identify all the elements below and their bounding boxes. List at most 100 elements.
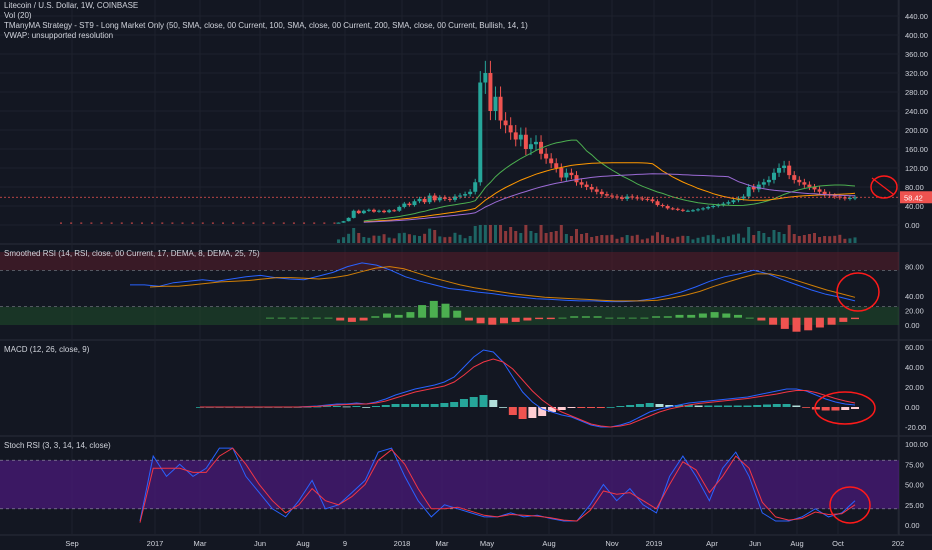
macd-histogram-bar <box>665 405 674 407</box>
volume-bar <box>630 235 634 243</box>
x-tick-label: Aug <box>296 539 309 548</box>
annotation-circle <box>814 391 876 425</box>
macd-histogram-bar <box>792 405 801 407</box>
rsi-histogram-bar <box>394 314 403 318</box>
volume-bar <box>625 235 629 243</box>
last-price-label: 58.42 <box>904 193 923 202</box>
candle-body <box>361 210 366 214</box>
volume-bar <box>519 233 523 243</box>
candle-body <box>701 208 706 210</box>
rsi-histogram-bar <box>336 317 345 321</box>
macd-histogram-bar <box>547 407 556 412</box>
volume-bar <box>818 237 822 243</box>
volume-bar <box>504 231 508 243</box>
volume-bar <box>610 234 614 243</box>
volume-bar <box>397 233 401 243</box>
stoch-axis-label: 50.00 <box>905 481 924 490</box>
candle-body <box>468 191 473 195</box>
rsi-histogram-bar <box>593 316 602 318</box>
macd-histogram-bar <box>538 407 547 416</box>
candle-body <box>741 196 746 199</box>
rsi-histogram-bar <box>289 317 298 319</box>
candle-body <box>640 198 645 200</box>
macd-histogram-bar <box>528 407 537 418</box>
candle-body <box>346 217 351 222</box>
candle-body <box>533 141 538 145</box>
candle-body <box>721 203 726 206</box>
rsi-histogram-bar <box>780 317 789 329</box>
rsi-histogram-bar <box>523 317 532 321</box>
candle-body <box>853 197 857 199</box>
candle-body <box>660 205 665 207</box>
candle-body <box>579 182 584 185</box>
rsi-histogram-bar <box>476 317 485 324</box>
rsi-histogram-bar <box>827 317 836 325</box>
candle-body <box>341 221 346 223</box>
macd-histogram-bar <box>635 404 644 407</box>
candle-body <box>336 222 341 224</box>
volume-bar <box>453 232 457 243</box>
rsi-histogram-bar <box>371 316 380 318</box>
rsi-histogram-bar <box>839 317 848 322</box>
x-tick-label: Jun <box>749 539 761 548</box>
price-axis-label: 280.00 <box>905 88 928 97</box>
candle-body <box>452 196 457 200</box>
volume-bar <box>686 236 690 243</box>
volume-bar <box>433 230 437 243</box>
candle-body <box>574 175 579 183</box>
rsi-axis-label: 0.00 <box>905 321 920 330</box>
macd-histogram-bar <box>411 404 420 407</box>
x-tick-label: Oct <box>832 539 845 548</box>
volume-bar <box>843 238 847 243</box>
volume-bar <box>524 225 528 243</box>
macd-histogram-bar <box>694 405 703 407</box>
candle-body <box>620 197 625 199</box>
candle-body <box>696 209 701 211</box>
macd-histogram-bar <box>723 405 732 407</box>
price-axis-label: 320.00 <box>905 69 928 78</box>
volume-bar <box>605 235 609 243</box>
candle-body <box>584 184 589 187</box>
volume-bar <box>716 238 720 243</box>
volume-bar <box>635 234 639 243</box>
candle-body <box>351 210 356 218</box>
volume-bar <box>509 227 513 243</box>
volume-bar <box>342 237 346 243</box>
candle-body <box>706 206 711 209</box>
volume-bar <box>428 228 432 243</box>
stoch-axis-label: 75.00 <box>905 460 924 469</box>
stoch-d-line <box>139 447 856 523</box>
rsi-axis-label: 20.00 <box>905 306 924 315</box>
macd-histogram-bar <box>763 404 772 407</box>
volume-bar <box>721 237 725 243</box>
annotation-circle <box>870 175 898 199</box>
macd-histogram-bar <box>587 407 596 408</box>
candle-body <box>751 187 756 190</box>
volume-bar <box>600 235 604 243</box>
rsi-histogram-bar <box>605 317 614 319</box>
volume-bar <box>347 233 351 243</box>
candle-body <box>761 182 766 185</box>
candle-body <box>599 191 604 195</box>
volume-bar <box>585 233 589 243</box>
candle-body <box>675 208 680 210</box>
candle-body <box>594 189 599 192</box>
macd-histogram-bar <box>733 405 742 407</box>
candle-body <box>837 196 842 198</box>
rsi-histogram-bar <box>266 317 274 319</box>
macd-histogram-bar <box>811 407 820 410</box>
rsi-histogram-bar <box>570 316 579 318</box>
price-axis-label: 440.00 <box>905 12 928 21</box>
macd-histogram-bar <box>841 407 850 410</box>
rsi-histogram-bar <box>383 313 391 318</box>
rsi-histogram-bar <box>757 317 766 321</box>
candle-body <box>447 198 452 200</box>
candle-body <box>478 82 483 183</box>
macd-histogram-bar <box>518 407 527 419</box>
price-axis-label: 40.00 <box>905 202 924 211</box>
volume-bar <box>848 238 852 243</box>
annotation-circle <box>836 272 880 312</box>
macd-histogram-bar <box>469 397 478 407</box>
macd-histogram-bar <box>675 405 684 407</box>
